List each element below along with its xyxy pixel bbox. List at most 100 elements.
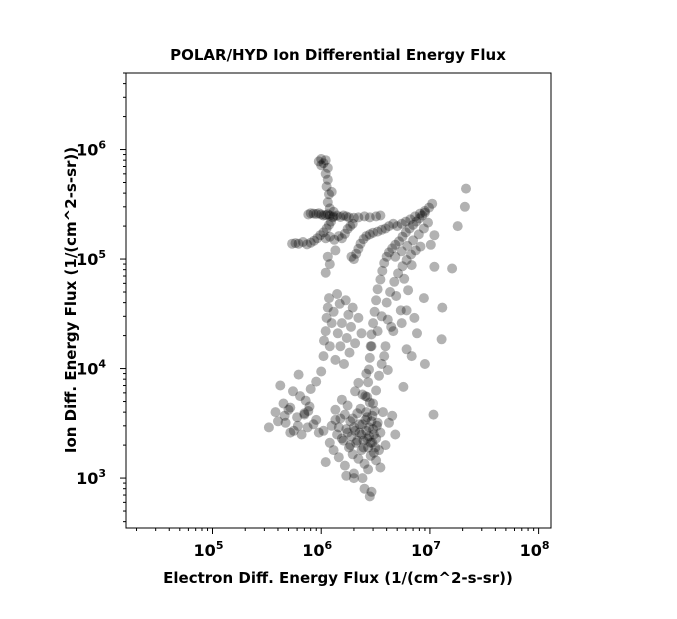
data-point: [412, 328, 422, 339]
data-point: [379, 351, 390, 362]
y-axis-label: Ion Diff. Energy Flux (1/(cm^2-s-sr)): [62, 147, 80, 453]
data-point: [368, 398, 379, 409]
data-points: [263, 154, 471, 502]
data-point: [273, 416, 283, 427]
data-point: [305, 208, 316, 219]
data-point: [381, 297, 392, 308]
data-point: [356, 445, 367, 456]
data-point: [363, 464, 374, 475]
data-point: [382, 365, 393, 375]
data-point: [357, 419, 368, 430]
y-tick-label: 106: [76, 139, 106, 160]
data-point: [336, 233, 347, 244]
data-point: [355, 238, 366, 249]
data-point: [388, 326, 399, 337]
data-point: [353, 453, 364, 464]
data-point: [348, 422, 359, 433]
data-point: [363, 377, 374, 388]
data-point: [330, 414, 341, 425]
data-point: [396, 318, 407, 329]
axis-ticks: 105 106 107 108 103 104 105 106: [76, 72, 550, 560]
data-point: [322, 162, 333, 173]
data-point: [362, 412, 373, 423]
data-point: [353, 312, 364, 323]
data-point: [396, 218, 407, 229]
data-point: [351, 248, 362, 259]
data-point: [352, 408, 363, 419]
data-point: [399, 273, 410, 284]
data-point: [328, 206, 339, 217]
data-point: [360, 391, 371, 402]
data-point: [401, 344, 412, 355]
data-point: [391, 291, 402, 301]
data-point: [429, 230, 440, 241]
data-point: [344, 212, 354, 223]
plot-frame: [125, 72, 552, 529]
data-point: [405, 214, 416, 225]
data-point: [368, 227, 379, 238]
data-point: [333, 452, 344, 463]
data-point: [328, 306, 339, 317]
data-point: [364, 212, 375, 223]
data-point: [350, 425, 361, 436]
data-point: [380, 440, 391, 451]
data-point: [427, 198, 438, 209]
data-point: [347, 449, 358, 460]
data-point: [385, 287, 396, 297]
data-point: [302, 239, 312, 250]
data-point: [320, 326, 331, 337]
data-point: [364, 352, 375, 363]
data-point: [341, 470, 352, 481]
data-point: [346, 431, 357, 442]
data-point: [390, 239, 401, 250]
data-point: [318, 158, 329, 169]
data-point: [418, 293, 429, 304]
data-point: [320, 210, 331, 221]
data-point: [390, 251, 401, 262]
data-point: [336, 394, 347, 405]
data-point: [329, 234, 340, 245]
data-point: [379, 258, 390, 268]
data-point: [354, 419, 365, 430]
data-point: [376, 311, 387, 322]
data-point: [326, 318, 337, 329]
data-point: [357, 389, 368, 400]
data-point: [319, 335, 329, 346]
data-point: [390, 429, 401, 440]
data-point: [324, 259, 335, 270]
data-point: [320, 155, 331, 166]
data-point: [384, 417, 394, 428]
data-point: [351, 437, 362, 448]
y-tick-label: 105: [76, 248, 106, 269]
data-point: [339, 460, 350, 471]
data-point: [263, 422, 274, 433]
data-point: [355, 403, 366, 414]
data-point: [318, 425, 329, 436]
data-point: [366, 486, 377, 497]
data-point: [344, 442, 354, 453]
data-point: [375, 427, 386, 438]
data-point: [371, 211, 382, 222]
data-point: [320, 457, 331, 468]
data-point: [388, 218, 399, 229]
data-point: [309, 235, 320, 246]
data-point: [365, 450, 376, 461]
data-point: [461, 183, 471, 194]
data-point: [396, 246, 407, 257]
data-point: [342, 224, 353, 234]
data-point: [342, 427, 353, 438]
data-point: [415, 241, 426, 252]
data-point: [350, 386, 361, 397]
data-point: [406, 249, 416, 260]
data-point: [365, 341, 376, 352]
chart-title: POLAR/HYD Ion Differential Energy Flux: [170, 46, 506, 64]
data-point: [341, 424, 352, 435]
data-point: [372, 417, 383, 428]
data-point: [292, 420, 303, 431]
data-point: [336, 433, 347, 444]
data-point: [300, 395, 311, 406]
x-tick-label: 106: [302, 539, 332, 560]
data-point: [384, 221, 394, 232]
data-point: [316, 154, 327, 164]
x-tick-label: 107: [411, 539, 441, 560]
